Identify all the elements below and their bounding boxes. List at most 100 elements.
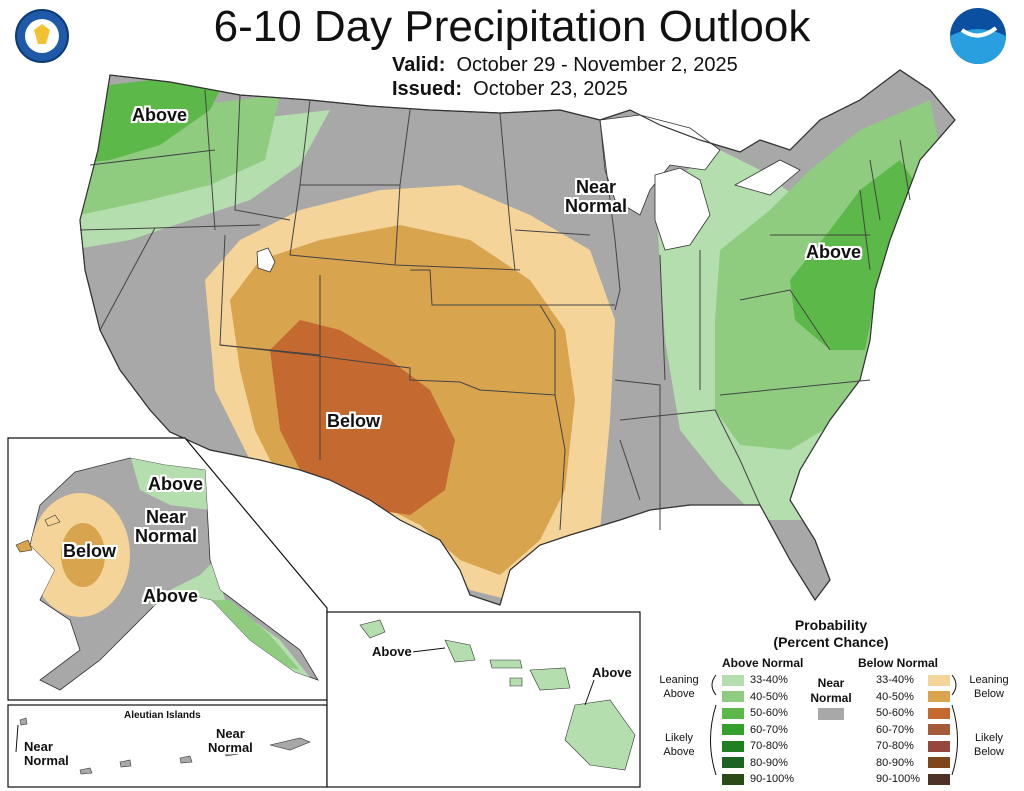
label-aleut-e-line1: Near [215, 726, 245, 741]
legend-swatch [722, 674, 744, 686]
legend-leaning-above: Leaning Above [654, 674, 704, 702]
label-aleut-e-line2: Normal [208, 739, 253, 755]
alaska-inset [7, 437, 328, 701]
legend-below-row: 33-40% [876, 674, 950, 686]
legend-above-row: 90-100% [722, 773, 794, 785]
legend-below-row: 50-60% [876, 707, 950, 719]
label-ak-near-line2: Normal [134, 525, 197, 546]
aleutian-inset [7, 704, 328, 788]
legend-above-row: 50-60% [722, 707, 788, 719]
big-island [564, 699, 636, 771]
issued-line: Issued: October 23, 2025 [392, 78, 628, 101]
hawaii-inset [326, 611, 641, 788]
legend-below-row: 40-50% [876, 691, 950, 703]
maui [529, 667, 571, 691]
nw-above-50 [80, 70, 230, 165]
label-near-normal-conus: Near Normal [556, 178, 636, 216]
label-near-line1: Near [575, 177, 617, 197]
legend-label: 80-90% [750, 756, 788, 769]
legend-leaning-below-line1: Leaning [969, 674, 1009, 686]
legend-likely-below: Likely Below [964, 732, 1014, 760]
legend-label: 33-40% [876, 674, 914, 686]
legend-leaning-above-line1: Leaning [659, 674, 699, 686]
page-title: 6-10 Day Precipitation Outlook [213, 2, 811, 51]
great-lakes [599, 114, 721, 216]
legend-above-row: 70-80% [722, 740, 788, 752]
legend-label: 90-100% [876, 773, 921, 785]
ak-below-40 [61, 523, 105, 587]
label-ak-near: Near Normal [126, 508, 206, 546]
label-aleut-w-line2: Normal [24, 752, 69, 768]
legend-leaning-below-line2: Below [974, 687, 1004, 700]
legend-label: 40-50% [876, 690, 914, 703]
label-aleut-near-w: Near Normal [24, 740, 69, 767]
label-ak-below: Below [63, 541, 117, 561]
legend-title-line1: Probability [794, 617, 868, 633]
label-above-nw: Above [132, 105, 188, 125]
noaa-logo [950, 8, 1006, 64]
legend-below-row: 70-80% [876, 740, 950, 752]
east-above-50 [790, 160, 920, 350]
legend-label: 33-40% [750, 674, 788, 686]
legend-above-row: 80-90% [722, 757, 788, 769]
legend-swatch [928, 707, 950, 719]
legend-swatch [722, 740, 744, 752]
oahu [444, 639, 476, 663]
legend-near-line1: Near [817, 676, 845, 690]
molokai [489, 659, 523, 669]
ak-above-south-40 [205, 600, 300, 670]
valid-label: Valid: [392, 54, 446, 76]
legend-swatch [928, 740, 950, 752]
valid-line: Valid: October 29 - November 2, 2025 [392, 54, 738, 77]
legend-label: 40-50% [750, 690, 788, 703]
legend-above-row: 40-50% [722, 691, 788, 703]
legend-above-header: Above Normal [722, 656, 804, 670]
legend-swatch [722, 691, 744, 702]
legend-swatch [928, 691, 950, 702]
label-ak-near-line1: Near [145, 507, 187, 527]
label-below-sw: Below [327, 411, 381, 431]
legend-label: 80-90% [876, 756, 914, 769]
legend-likely-below-line2: Below [974, 745, 1004, 758]
legend-above-row: 33-40% [722, 674, 788, 686]
legend-swatch [928, 773, 950, 785]
legend-likely-above: Likely Above [654, 732, 704, 760]
commerce-seal-logo [15, 9, 69, 63]
legend-swatch [722, 773, 744, 785]
valid-value: October 29 - November 2, 2025 [456, 54, 738, 76]
label-aleut-near-e: Near Normal [208, 727, 253, 754]
legend-label: 50-60% [750, 707, 788, 719]
aleutian-title: Aleutian Islands [124, 710, 201, 721]
lake-michigan [654, 167, 711, 251]
near-normal-swatch [818, 708, 844, 720]
label-hi-above-w: Above [372, 644, 412, 659]
legend-swatch [928, 724, 950, 735]
lanai [509, 677, 523, 687]
legend-braces [710, 674, 958, 776]
legend-swatch [928, 757, 950, 768]
legend-title: Probability (Percent Chance) [756, 617, 906, 651]
legend-label: 90-100% [750, 773, 795, 785]
label-ak-above-n: Above [148, 474, 204, 494]
kauai [359, 619, 386, 639]
conus [79, 69, 956, 606]
legend-label: 50-60% [876, 707, 914, 719]
legend-likely-below-line1: Likely [974, 732, 1004, 744]
legend-label: 70-80% [750, 740, 788, 752]
great-salt-lake [256, 247, 276, 273]
legend-label: 60-70% [750, 723, 788, 736]
legend-below-row: 90-100% [876, 773, 950, 785]
legend-leaning-above-line2: Above [663, 687, 695, 700]
issued-value: October 23, 2025 [473, 78, 628, 100]
lake-erie [733, 159, 801, 196]
label-aleut-w-line1: Near [24, 739, 53, 754]
legend-swatch [928, 674, 950, 686]
label-ak-above-s: Above [143, 586, 199, 606]
legend-above-row: 60-70% [722, 724, 788, 736]
legend-label: 60-70% [876, 723, 914, 736]
legend-leaning-below: Leaning Below [964, 674, 1014, 702]
legend-swatch [722, 757, 744, 768]
legend-label: 70-80% [876, 740, 914, 752]
legend-below-header: Below Normal [858, 656, 939, 670]
